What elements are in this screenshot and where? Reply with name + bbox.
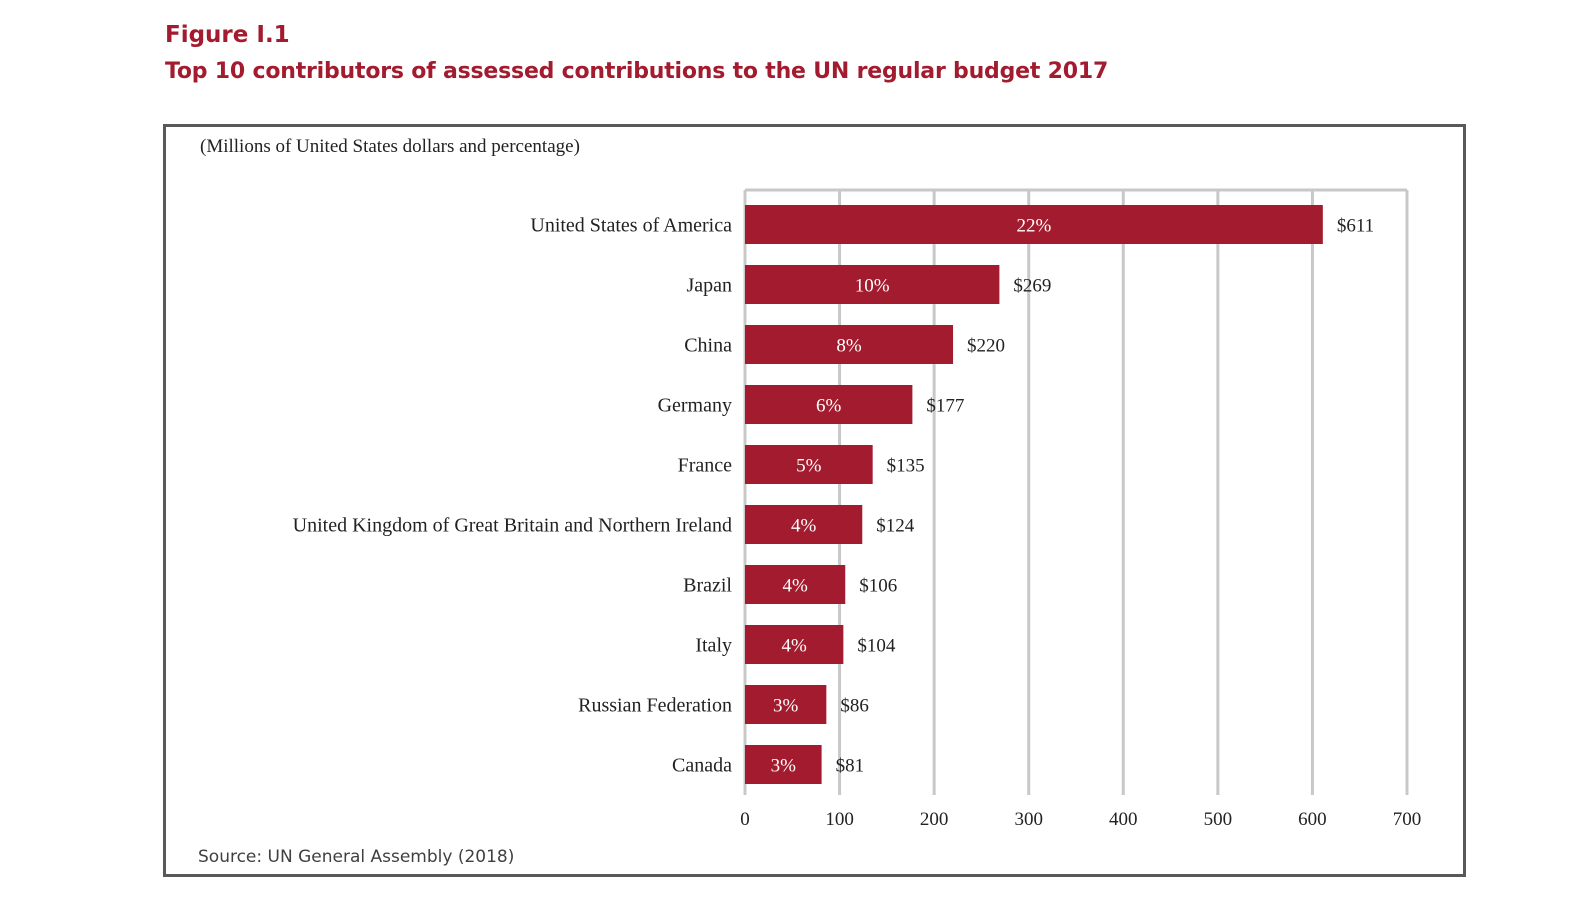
- x-tick-label: 0: [740, 809, 750, 830]
- figure-label: Figure I.1: [165, 22, 290, 48]
- percentage-label: 4%: [782, 636, 808, 657]
- labels: United States of America 22% $611 Japan 10% $…: [293, 215, 1374, 777]
- value-label: $81: [836, 756, 865, 777]
- bar: [745, 445, 873, 484]
- bar: [745, 325, 954, 364]
- figure-title: Top 10 contributors of assessed contribu…: [165, 59, 1109, 84]
- percentage-label: 6%: [816, 396, 842, 417]
- category-label: Italy: [695, 635, 732, 657]
- value-label: $104: [857, 636, 896, 657]
- value-label: $124: [876, 516, 915, 537]
- percentage-label: 4%: [791, 516, 817, 537]
- bar: [745, 205, 1323, 244]
- category-label: Germany: [658, 395, 732, 417]
- x-tick-label: 700: [1393, 809, 1422, 830]
- category-label: United States of America: [530, 215, 732, 237]
- bar: [745, 505, 863, 544]
- x-tick-label: 100: [825, 809, 854, 830]
- percentage-label: 3%: [773, 696, 799, 717]
- value-label: $135: [887, 456, 925, 477]
- x-tick-label: 400: [1109, 809, 1138, 830]
- value-label: $86: [840, 696, 869, 717]
- value-label: $220: [967, 336, 1005, 357]
- bar: [745, 685, 827, 724]
- percentage-label: 22%: [1017, 216, 1052, 237]
- percentage-label: 4%: [782, 576, 808, 597]
- category-label: France: [678, 455, 733, 477]
- value-label: $611: [1337, 216, 1374, 237]
- chart-subtitle: (Millions of United States dollars and p…: [200, 136, 580, 157]
- x-tick-label: 600: [1298, 809, 1327, 830]
- category-label: Japan: [686, 275, 732, 297]
- x-tick-label: 500: [1204, 809, 1233, 830]
- percentage-label: 5%: [796, 456, 822, 477]
- category-label: United Kingdom of Great Britain and Nort…: [293, 515, 732, 537]
- source-note: Source: UN General Assembly (2018): [198, 847, 515, 867]
- category-label: China: [684, 335, 732, 357]
- chart-frame: [163, 124, 1466, 877]
- category-label: Brazil: [683, 575, 732, 597]
- percentage-label: 10%: [855, 276, 890, 297]
- bar: [745, 745, 822, 784]
- value-label: $269: [1013, 276, 1051, 297]
- percentage-label: 3%: [771, 756, 797, 777]
- x-axis-ticks: 0 100 200 300 400 500 600 700: [740, 809, 1421, 830]
- bar: [745, 385, 913, 424]
- category-label: Russian Federation: [578, 695, 732, 717]
- bars: [745, 205, 1323, 784]
- x-tick-label: 200: [920, 809, 949, 830]
- percentage-label: 8%: [836, 336, 862, 357]
- category-label: Canada: [672, 755, 732, 777]
- bar: [745, 625, 844, 664]
- bar: [745, 265, 1000, 304]
- value-label: $106: [859, 576, 897, 597]
- x-tick-label: 300: [1014, 809, 1043, 830]
- bar: [745, 565, 846, 604]
- value-label: $177: [926, 396, 964, 417]
